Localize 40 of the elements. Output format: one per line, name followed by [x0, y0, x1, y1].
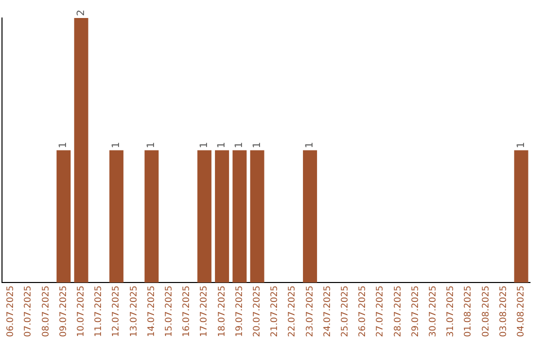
x-tick-label: 14.07.2025: [146, 285, 157, 337]
data-label: 1: [198, 142, 210, 148]
data-label: 1: [58, 142, 70, 148]
x-tick-label: 20.07.2025: [252, 285, 263, 337]
x-tick-label: 26.07.2025: [358, 285, 368, 337]
x-tick-label: 30.07.2025: [428, 285, 439, 337]
x-tick-label: 04.08.2025: [516, 285, 527, 337]
data-label: 1: [252, 142, 263, 148]
data-label: 1: [216, 142, 228, 148]
x-tick-label: 31.07.2025: [446, 285, 456, 337]
data-label: 1: [110, 142, 122, 148]
x-tick-label: 18.07.2025: [217, 285, 228, 337]
x-tick-label: 10.07.2025: [76, 285, 87, 337]
x-tick-label: 16.07.2025: [182, 285, 192, 337]
x-tick-label: 13.07.2025: [129, 285, 140, 337]
x-tick-label: 01.08.2025: [464, 285, 474, 337]
x-tick-label: 15.07.2025: [164, 285, 175, 337]
x-tick-label: 19.07.2025: [234, 285, 245, 337]
x-tick-label: 28.07.2025: [393, 285, 404, 337]
data-label: 2: [76, 10, 87, 16]
data-label: 1: [234, 142, 246, 148]
x-tick-label: 07.07.2025: [24, 285, 34, 337]
x-tick-label: 12.07.2025: [112, 285, 122, 337]
data-label: 1: [146, 142, 158, 148]
data-label: 1: [304, 142, 316, 148]
data-label: 1: [516, 142, 527, 148]
x-tick-label: 09.07.2025: [58, 285, 69, 337]
x-tick-label: 27.07.2025: [376, 285, 386, 337]
x-tick-label: 21.07.2025: [270, 285, 280, 337]
x-tick-label: 03.08.2025: [498, 285, 509, 337]
x-tick-label: 22.07.2025: [288, 285, 298, 337]
x-tick-label: 06.07.2025: [6, 285, 16, 337]
x-tick-label: 17.07.2025: [200, 285, 210, 337]
x-tick-label: 08.07.2025: [41, 285, 52, 337]
x-tick-label: 23.07.2025: [305, 285, 316, 337]
x-tick-label: 11.07.2025: [94, 285, 104, 337]
x-tick-label: 24.07.2025: [322, 285, 333, 337]
x-tick-label: 02.08.2025: [481, 285, 492, 337]
x-tick-label: 29.07.2025: [410, 285, 421, 337]
x-tick-label: 25.07.2025: [340, 285, 351, 337]
